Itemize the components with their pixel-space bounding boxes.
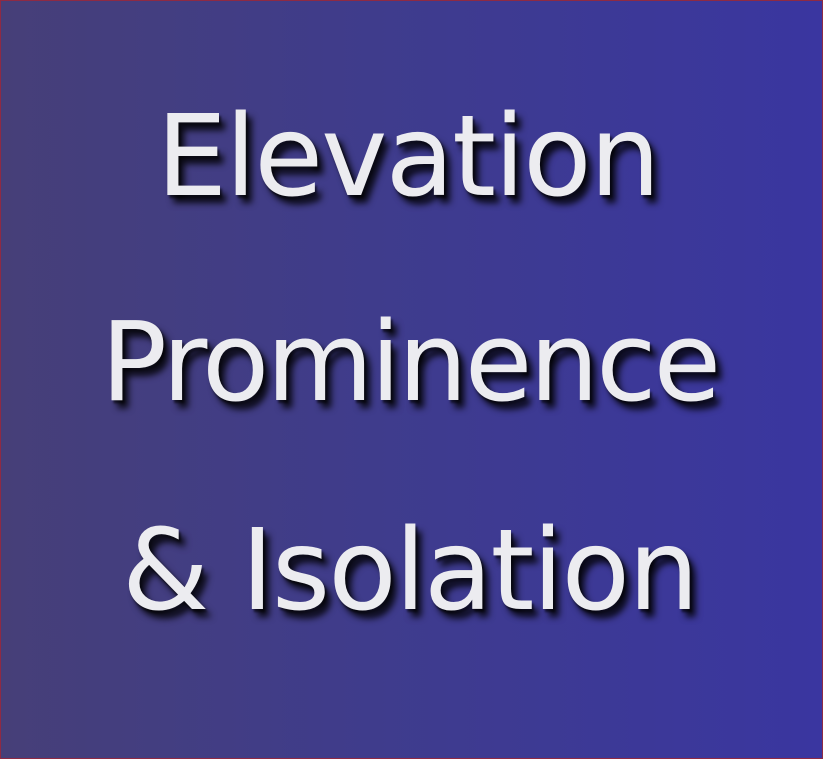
title-line-isolation: & Isolation <box>121 506 699 636</box>
title-line-prominence: Prominence <box>100 298 722 426</box>
title-line-elevation: Elevation <box>156 92 660 222</box>
